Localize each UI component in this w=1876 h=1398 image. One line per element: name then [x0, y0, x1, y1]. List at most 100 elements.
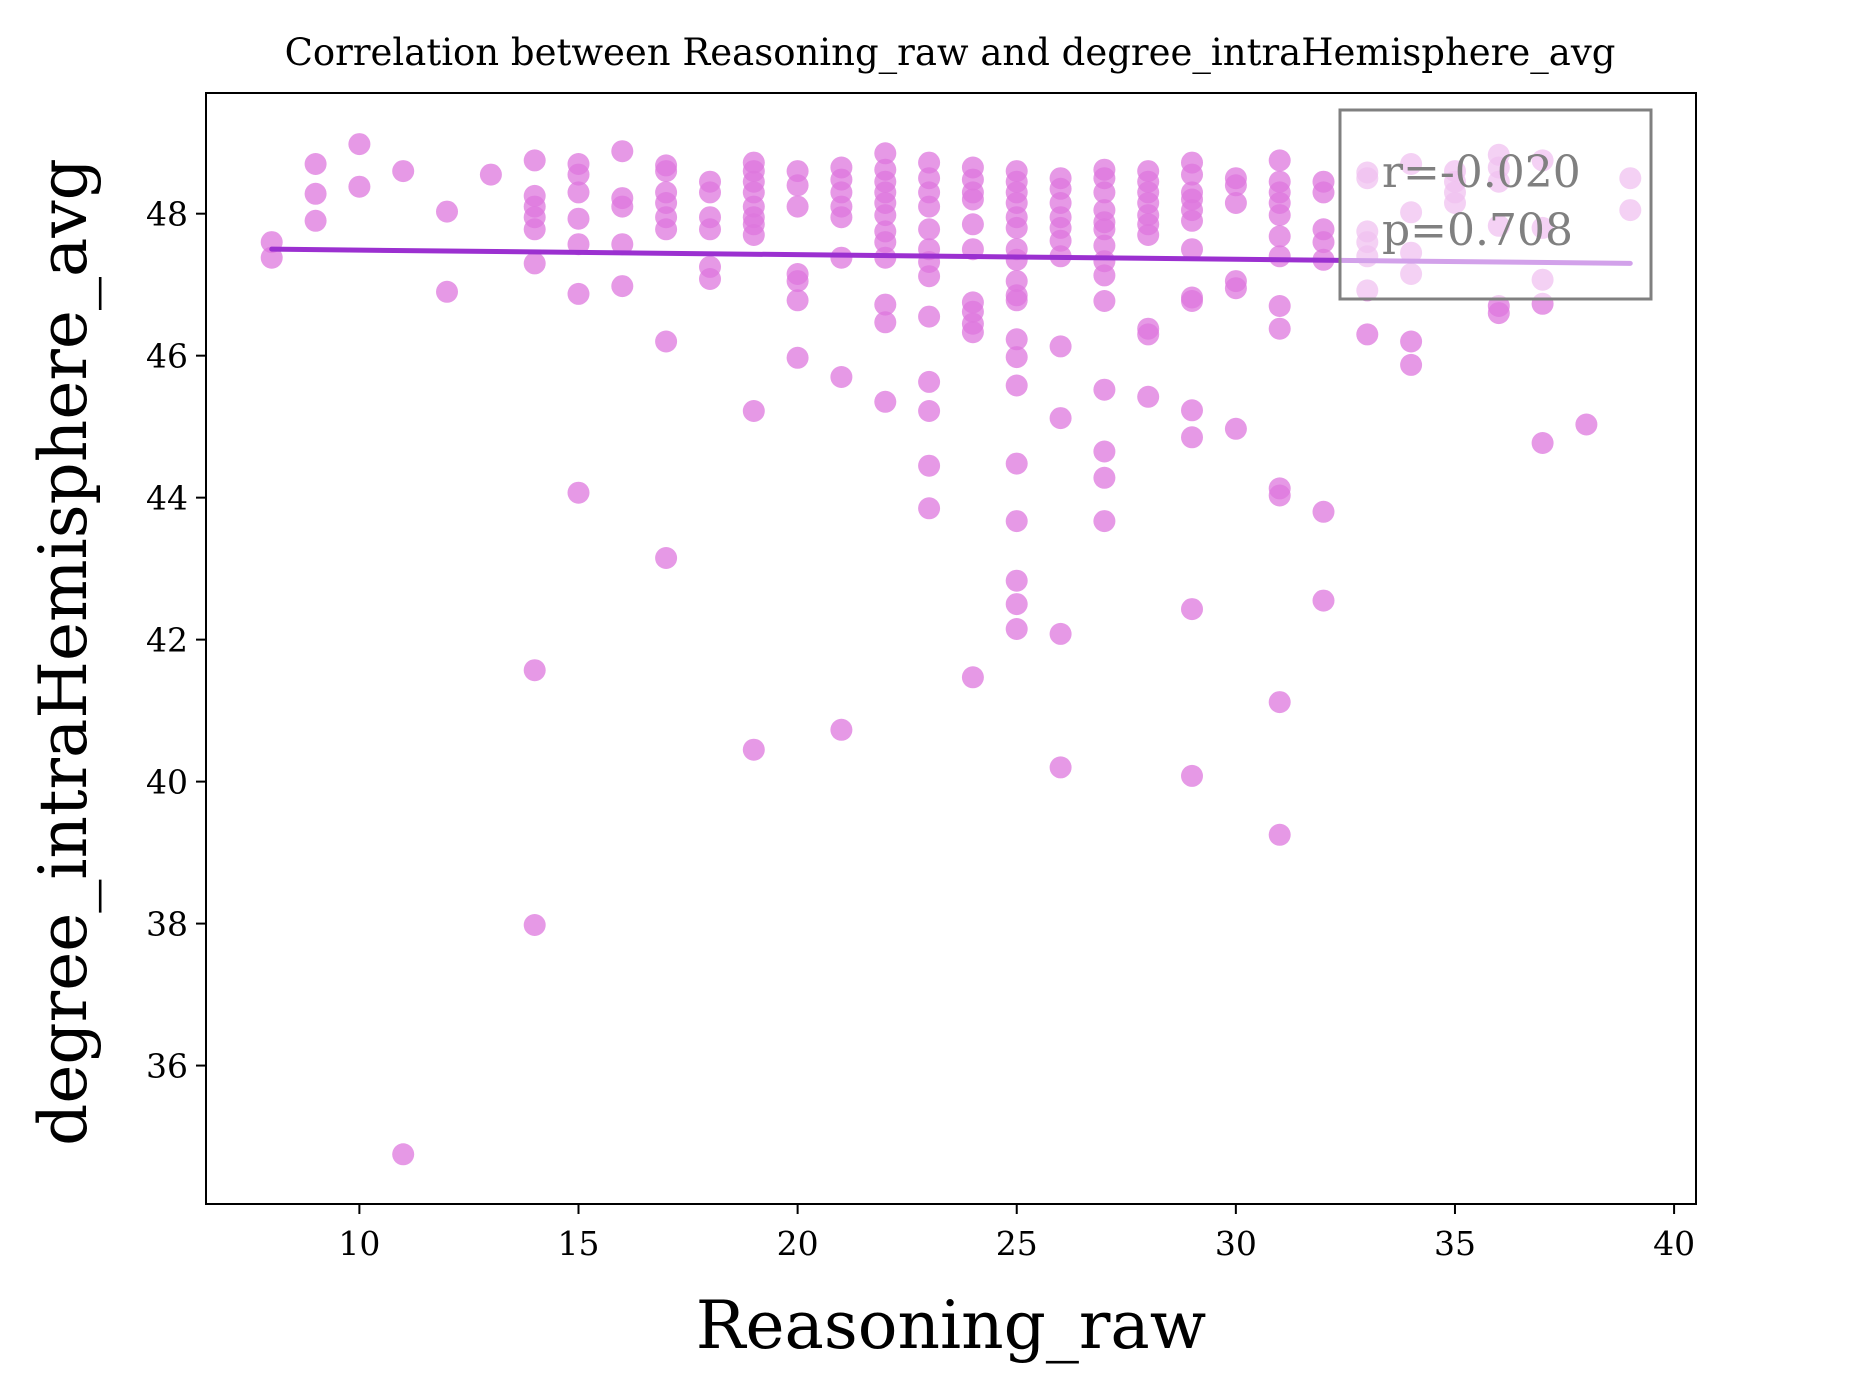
data-point — [1356, 323, 1379, 346]
x-tick-label: 30 — [1215, 1224, 1257, 1263]
data-point — [655, 547, 678, 569]
data-point — [1005, 346, 1028, 369]
data-point — [567, 181, 590, 204]
data-point — [1005, 216, 1028, 239]
data-point — [523, 149, 546, 172]
data-point — [1224, 417, 1247, 440]
y-tick-label: 42 — [146, 621, 188, 660]
data-point — [1049, 335, 1072, 358]
y-tick-label: 38 — [146, 905, 188, 944]
data-point — [1400, 330, 1423, 353]
data-point — [567, 207, 590, 230]
data-point — [1005, 289, 1028, 312]
data-point — [1268, 484, 1291, 507]
data-point — [1093, 181, 1116, 204]
data-point — [655, 330, 678, 353]
plot-frame — [205, 92, 1697, 1205]
data-point — [1093, 378, 1116, 401]
data-point — [874, 311, 897, 334]
data-point — [348, 175, 371, 198]
stats-r-label: r=-0.020 — [1382, 147, 1581, 198]
data-point — [1049, 229, 1072, 252]
data-point — [699, 218, 721, 241]
data-point — [830, 206, 853, 229]
stats-annotation: r=-0.020 p=0.708 — [1338, 108, 1653, 301]
data-point — [1312, 181, 1335, 204]
data-point — [567, 481, 590, 504]
data-point — [1005, 618, 1028, 640]
x-axis-label: Reasoning_raw — [696, 1287, 1206, 1364]
data-point — [786, 289, 809, 312]
data-point — [1137, 385, 1160, 408]
x-tick-label: 40 — [1653, 1224, 1695, 1263]
data-point — [260, 246, 283, 269]
data-point — [348, 133, 371, 156]
data-point — [918, 454, 941, 477]
data-point — [1268, 691, 1291, 714]
data-point — [918, 151, 941, 174]
data-point — [655, 218, 678, 241]
data-point — [304, 209, 327, 232]
data-point — [1005, 569, 1028, 592]
data-point — [611, 195, 634, 218]
data-point — [1093, 466, 1116, 489]
y-axis-label: degree_intraHemisphere_avg — [25, 158, 102, 1146]
data-point — [1049, 407, 1072, 430]
data-point — [874, 390, 897, 413]
data-point — [830, 246, 853, 269]
data-point — [1268, 149, 1291, 172]
data-point — [830, 718, 853, 741]
data-point — [1181, 290, 1203, 312]
data-point — [742, 224, 765, 246]
data-point — [1137, 323, 1160, 346]
chart-title: Correlation between Reasoning_raw and de… — [285, 31, 1616, 75]
data-point — [874, 293, 897, 316]
data-point — [699, 181, 721, 204]
data-point — [918, 218, 941, 241]
data-point — [918, 400, 941, 422]
data-point — [1531, 432, 1554, 454]
data-point — [1312, 589, 1335, 612]
data-point — [611, 275, 634, 298]
data-point — [918, 305, 941, 328]
data-point — [304, 182, 327, 205]
data-point — [1093, 290, 1116, 312]
data-point — [1093, 264, 1116, 287]
data-point — [304, 153, 327, 175]
data-point — [1181, 598, 1203, 621]
data-point — [1181, 238, 1203, 261]
data-point — [567, 233, 590, 256]
data-point — [523, 218, 546, 241]
data-point — [1049, 756, 1072, 779]
data-point — [523, 659, 546, 682]
data-point — [874, 142, 897, 165]
data-point — [1268, 204, 1291, 227]
data-point — [1005, 248, 1028, 271]
data-point — [1268, 225, 1291, 248]
data-point — [1093, 510, 1116, 533]
data-point — [874, 231, 897, 254]
data-point — [742, 400, 765, 422]
data-point — [1181, 209, 1203, 232]
x-tick-label: 25 — [996, 1224, 1038, 1263]
data-point — [655, 160, 678, 183]
data-point — [1224, 174, 1247, 197]
data-point — [523, 252, 546, 275]
data-point — [961, 188, 984, 211]
data-point — [1093, 234, 1116, 257]
y-tick-label: 48 — [146, 195, 188, 234]
x-tick-label: 20 — [777, 1224, 819, 1263]
stats-p-label: p=0.708 — [1382, 205, 1573, 256]
data-point — [1005, 593, 1028, 616]
data-point — [1268, 295, 1291, 317]
data-point — [918, 195, 941, 218]
data-point — [1137, 224, 1160, 246]
data-point — [961, 666, 984, 689]
data-point — [392, 1143, 415, 1166]
data-point — [918, 265, 941, 288]
data-point — [874, 204, 897, 227]
y-tick-label: 46 — [146, 337, 188, 376]
data-point — [699, 268, 721, 290]
data-point — [479, 163, 502, 186]
